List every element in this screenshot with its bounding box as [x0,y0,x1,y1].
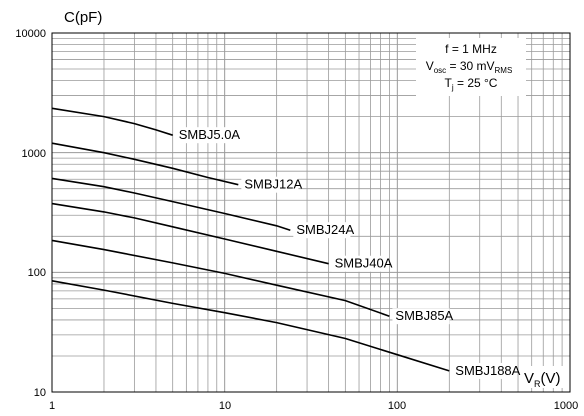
plot-frame [51,32,571,393]
condition-osc-voltage: Vosc = 30 mVRMS [426,59,513,75]
y-tick-label: 10 [34,387,46,399]
series-label: SMBJ5.0A [179,127,241,142]
condition-frequency: f = 1 MHz [445,42,497,56]
x-tick-label: 10 [219,400,231,412]
x-axis-title-background [521,366,565,388]
y-tick-label: 10000 [15,28,46,40]
y-tick-label: 100 [28,267,46,279]
x-tick-label: 1 [49,400,55,412]
x-tick-label: 1000 [554,400,578,412]
grid [52,33,570,392]
series-label: SMBJ188A [455,363,520,378]
x-axis-title: VR(V) [524,370,561,389]
series-line [51,107,173,136]
series-label-background [392,308,450,325]
series-line [51,280,450,372]
series-line [51,142,239,186]
series-label-background [293,222,351,239]
series-label-background [241,176,299,193]
series-label: SMBJ40A [335,256,393,271]
y-axis-title: C(pF) [64,9,102,26]
series-label-background [452,362,517,379]
series-label-background [175,127,241,144]
y-tick-label: 1000 [22,148,46,160]
series-label: SMBJ24A [296,222,354,237]
conditions-box [416,38,526,96]
series-line [51,202,329,265]
series-line [51,239,390,317]
curves: SMBJ5.0A SMBJ12A SMBJ24A SMBJ40A SMBJ85A SMBJ… [51,107,521,379]
series-line [51,177,291,231]
x-tick-label: 100 [388,400,406,412]
series-label: SMBJ85A [395,308,453,323]
condition-temperature: Tj = 25 °C [445,76,498,92]
series-label-background [331,255,389,272]
series-label: SMBJ12A [244,177,302,192]
